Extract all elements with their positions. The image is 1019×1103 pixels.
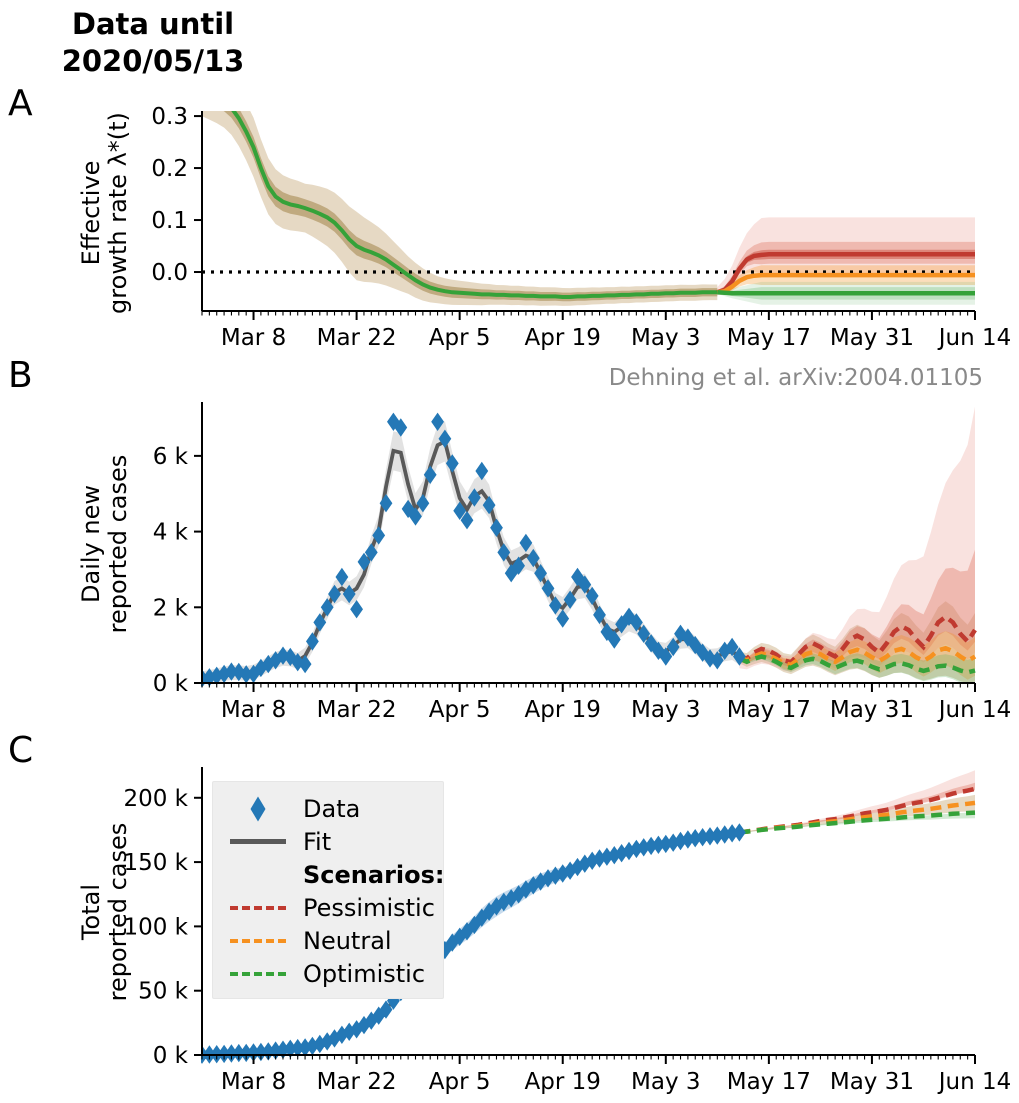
svg-text:Apr 19: Apr 19 (525, 1069, 601, 1095)
growth-rate-band (223, 111, 718, 302)
legend-label: Neutral (303, 926, 392, 955)
svg-text:0 k: 0 k (153, 671, 189, 697)
svg-text:0.1: 0.1 (151, 208, 188, 234)
svg-text:50 k: 50 k (138, 979, 189, 1005)
legend-line-icon (227, 839, 289, 844)
daily-fit-band (202, 421, 740, 683)
svg-text:150 k: 150 k (123, 850, 188, 876)
scenario-band-red-outer (739, 406, 975, 672)
svg-text:6 k: 6 k (153, 444, 189, 470)
svg-text:4 k: 4 k (153, 520, 189, 546)
legend-item-optimistic: Optimistic (227, 957, 443, 990)
svg-text:Apr 19: Apr 19 (525, 325, 601, 351)
svg-text:0.2: 0.2 (151, 156, 188, 182)
panel-c-ylabel: Total reported cases (77, 822, 132, 1002)
svg-text:Apr 5: Apr 5 (429, 1069, 491, 1095)
scenario-line-neutral (716, 272, 975, 295)
panel-a-ylabel: Effective growth rate λ*(t) (77, 112, 132, 314)
svg-text:100 k: 100 k (123, 914, 188, 940)
panel-b-axes: Mar 8 Mar 22 Apr 5 Apr 19 May 3 May 17 May 31 J… (153, 402, 1012, 723)
legend-dashed-icon (227, 938, 289, 943)
svg-text:May 17: May 17 (727, 1069, 811, 1095)
scenario-dashed-pessimistic (738, 613, 977, 665)
scenario-band-tan (739, 601, 975, 683)
legend-label: Pessimistic (303, 893, 435, 922)
total-band-red-outer (739, 770, 975, 833)
scenario-band (717, 265, 975, 295)
panel-c-axes: Mar 8 Mar 22 Apr 5 Apr 19 May 3 May 17 May 31 J… (123, 767, 1011, 1095)
panel-a-letter: A (8, 83, 33, 124)
svg-text:Jun 14: Jun 14 (937, 325, 1012, 351)
legend-item-pessimistic: Pessimistic (227, 891, 443, 924)
svg-text:Apr 19: Apr 19 (525, 697, 601, 723)
figure-title-line2: 2020/05/13 (61, 44, 245, 78)
svg-text:Mar 8: Mar 8 (221, 325, 286, 351)
legend-item-scenarios: Scenarios: (227, 858, 445, 891)
panel-a-chart (202, 111, 975, 306)
legend-dashed-icon (227, 971, 289, 976)
svg-text:Apr 5: Apr 5 (429, 697, 491, 723)
svg-text:May 17: May 17 (727, 325, 811, 351)
svg-text:0.3: 0.3 (151, 104, 188, 130)
svg-text:Mar 22: Mar 22 (317, 325, 397, 351)
svg-text:Jun 14: Jun 14 (937, 1069, 1012, 1095)
svg-text:May 17: May 17 (727, 697, 811, 723)
svg-text:0 k: 0 k (153, 1043, 189, 1069)
growth-rate-fit-line (231, 111, 718, 299)
svg-text:Apr 5: Apr 5 (429, 325, 491, 351)
svg-text:Mar 22: Mar 22 (317, 1069, 397, 1095)
panel-b-ylabel: Daily new reported cases (77, 454, 132, 634)
svg-text:May 3: May 3 (631, 325, 701, 351)
legend-label: Data (303, 794, 361, 823)
total-scenario-dashed-optimistic (739, 810, 976, 835)
legend-item-neutral: Neutral (227, 924, 443, 957)
figure-title-line1: Data until (71, 7, 235, 41)
figure-title: Data until 2020/05/13 (38, 6, 268, 80)
legend-item-data: Data (227, 792, 443, 825)
legend-label: Fit (303, 827, 332, 856)
scenario-dashed-neutral (738, 645, 977, 668)
svg-text:Jun 14: Jun 14 (937, 697, 1012, 723)
scenario-band-green (739, 653, 975, 683)
scenario-dashed-optimistic (738, 654, 976, 675)
scenario-line-optimistic (717, 290, 975, 296)
svg-text:May 31: May 31 (830, 697, 914, 723)
panel-a-axes: Mar 8 Mar 22 Apr 5 Apr 19 May 3 May 17 May 31 J… (151, 104, 1011, 351)
scenario-line-pessimistic (716, 252, 975, 295)
svg-text:200 k: 200 k (123, 786, 188, 812)
scenario-band-orange (739, 631, 975, 680)
attribution-text: Dehning et al. arXiv:2004.01105 (608, 365, 983, 391)
legend-item-fit: Fit (227, 825, 443, 858)
svg-text:0.0: 0.0 (151, 260, 188, 286)
legend-box: Data Fit Scenarios: Pessimistic Neutral Optim… (212, 781, 445, 999)
svg-text:Mar 8: Mar 8 (221, 1069, 286, 1095)
svg-text:May 31: May 31 (830, 325, 914, 351)
svg-text:Mar 22: Mar 22 (317, 697, 397, 723)
legend-label: Optimistic (303, 959, 426, 988)
svg-text:May 3: May 3 (631, 1069, 701, 1095)
svg-text:May 31: May 31 (830, 1069, 914, 1095)
svg-text:2 k: 2 k (153, 595, 189, 621)
panel-b-letter: B (8, 355, 33, 396)
legend-label: Scenarios: (303, 860, 445, 889)
legend-dashed-icon (227, 905, 289, 910)
svg-text:Mar 8: Mar 8 (221, 697, 286, 723)
panel-c-letter: C (8, 730, 34, 771)
svg-text:May 3: May 3 (631, 697, 701, 723)
legend-diamond-icon (227, 795, 289, 823)
scenario-band-red-inner (739, 549, 975, 667)
growth-rate-band (202, 111, 718, 306)
